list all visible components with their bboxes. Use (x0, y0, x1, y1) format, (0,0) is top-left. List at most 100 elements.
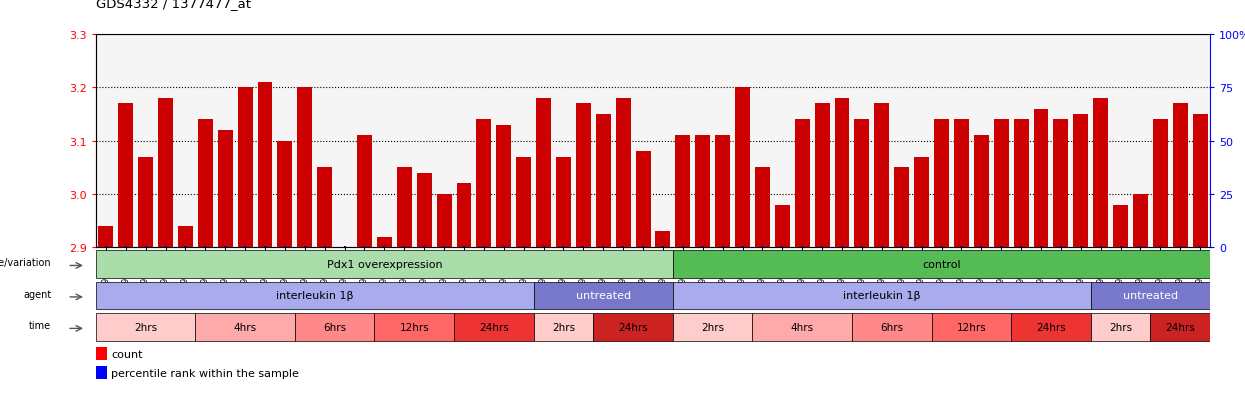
Bar (814, 104, 829, 248)
Text: 2hrs: 2hrs (552, 322, 575, 332)
Bar (497, 126, 512, 248)
Text: control: control (923, 259, 961, 269)
Bar (537, 99, 552, 248)
Text: 24hrs: 24hrs (479, 322, 509, 332)
Bar (596, 115, 611, 248)
Bar (258, 83, 273, 248)
Bar (994, 120, 1008, 248)
Text: 4hrs: 4hrs (234, 322, 256, 332)
Text: genotype/variation: genotype/variation (0, 258, 51, 268)
Bar (1011, 313, 1091, 341)
Bar (198, 120, 213, 248)
Text: percentile rank within the sample: percentile rank within the sample (112, 368, 299, 377)
Bar (98, 226, 113, 248)
Bar (754, 168, 769, 248)
Bar (854, 120, 869, 248)
Bar (1053, 120, 1068, 248)
Text: 2hrs: 2hrs (701, 322, 725, 332)
Bar (655, 232, 670, 248)
Bar (1073, 115, 1088, 248)
Text: 6hrs: 6hrs (880, 322, 904, 332)
Bar (377, 237, 392, 248)
Bar (914, 157, 929, 248)
Bar (1153, 120, 1168, 248)
Bar (931, 313, 1011, 341)
Bar (735, 88, 749, 248)
Bar (138, 157, 153, 248)
Bar (852, 313, 931, 341)
Text: 24hrs: 24hrs (1036, 322, 1066, 332)
Bar (752, 313, 852, 341)
Bar (974, 136, 989, 248)
Bar (238, 88, 253, 248)
Bar (1133, 195, 1148, 248)
Bar (695, 136, 710, 248)
Text: untreated: untreated (1123, 291, 1178, 301)
Bar (357, 136, 372, 248)
Bar (195, 313, 295, 341)
Bar (1093, 99, 1108, 248)
Text: interleukin 1β: interleukin 1β (276, 291, 354, 301)
Bar (715, 136, 730, 248)
Text: GDS4332 / 1377477_at: GDS4332 / 1377477_at (96, 0, 250, 10)
Bar (774, 205, 789, 248)
Text: interleukin 1β: interleukin 1β (843, 291, 920, 301)
Bar (317, 168, 332, 248)
Bar (1193, 115, 1208, 248)
Bar (96, 251, 672, 278)
Bar (96, 282, 534, 309)
Bar (1091, 313, 1150, 341)
Bar (594, 313, 672, 341)
Bar (295, 313, 375, 341)
Bar (298, 88, 312, 248)
Bar (454, 313, 534, 341)
Bar (1173, 104, 1188, 248)
Bar (636, 152, 651, 248)
Bar (477, 120, 492, 248)
Bar (158, 99, 173, 248)
Bar (118, 104, 133, 248)
Bar (834, 99, 849, 248)
Bar (534, 282, 672, 309)
Bar (96, 366, 107, 379)
Bar (616, 99, 631, 248)
Text: untreated: untreated (575, 291, 631, 301)
Bar (337, 248, 352, 274)
Bar (954, 120, 969, 248)
Bar (178, 226, 193, 248)
Bar (672, 313, 752, 341)
Bar (1113, 205, 1128, 248)
Bar (437, 195, 452, 248)
Text: 2hrs: 2hrs (1109, 322, 1132, 332)
Bar (417, 173, 432, 248)
Bar (672, 282, 1091, 309)
Text: 4hrs: 4hrs (791, 322, 814, 332)
Bar (1150, 313, 1210, 341)
Bar (794, 120, 809, 248)
Text: 6hrs: 6hrs (322, 322, 346, 332)
Bar (934, 120, 949, 248)
Text: 12hrs: 12hrs (956, 322, 986, 332)
Text: 2hrs: 2hrs (134, 322, 157, 332)
Bar (672, 251, 1210, 278)
Bar (457, 184, 472, 248)
Bar (894, 168, 909, 248)
Text: Pdx1 overexpression: Pdx1 overexpression (326, 259, 442, 269)
Text: 24hrs: 24hrs (1165, 322, 1195, 332)
Bar (96, 347, 107, 360)
Bar (557, 157, 571, 248)
Bar (375, 313, 454, 341)
Bar (1013, 120, 1028, 248)
Bar (1033, 109, 1048, 248)
Text: 24hrs: 24hrs (619, 322, 647, 332)
Bar (278, 141, 293, 248)
Bar (96, 313, 195, 341)
Text: time: time (29, 320, 51, 330)
Bar (675, 136, 690, 248)
Text: 12hrs: 12hrs (400, 322, 430, 332)
Bar (1091, 282, 1210, 309)
Bar (218, 131, 233, 248)
Bar (397, 168, 412, 248)
Text: agent: agent (24, 289, 51, 299)
Text: count: count (112, 349, 143, 359)
